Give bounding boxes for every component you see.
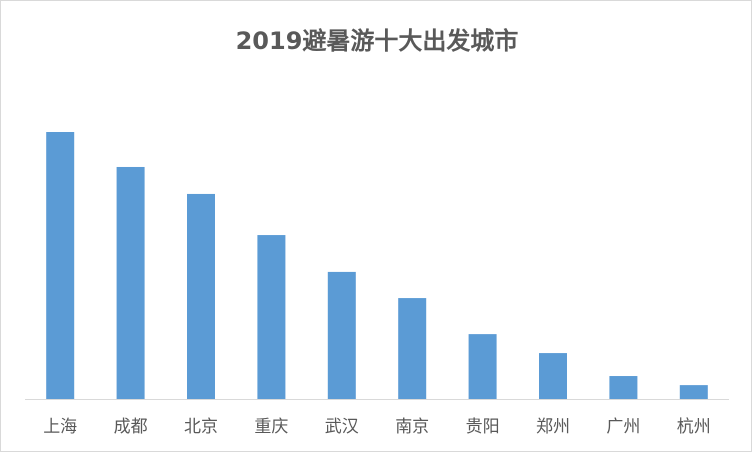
x-tick-label: 贵阳	[466, 417, 500, 437]
x-tick-label: 武汉	[325, 417, 359, 437]
x-tick-label: 成都	[114, 417, 148, 437]
bar-8	[609, 376, 638, 399]
bar-6	[468, 334, 497, 399]
bar-3	[257, 235, 286, 399]
x-tick-label: 杭州	[677, 417, 711, 437]
chart-title: 2019避暑游十大出发城市	[235, 27, 519, 55]
x-tick-label: 南京	[395, 417, 429, 437]
x-tick-label: 上海	[43, 417, 77, 437]
bar-4	[327, 271, 356, 399]
x-tick-label: 重庆	[254, 417, 288, 437]
x-tick-label: 郑州	[536, 417, 570, 437]
bar-5	[398, 298, 427, 399]
x-tick-label: 广州	[606, 417, 640, 437]
bar-7	[539, 353, 567, 399]
bar-1	[116, 166, 145, 399]
bar-0	[46, 132, 75, 399]
x-tick-label: 北京	[184, 417, 218, 437]
bar-2	[187, 193, 215, 399]
bar-9	[679, 385, 708, 399]
